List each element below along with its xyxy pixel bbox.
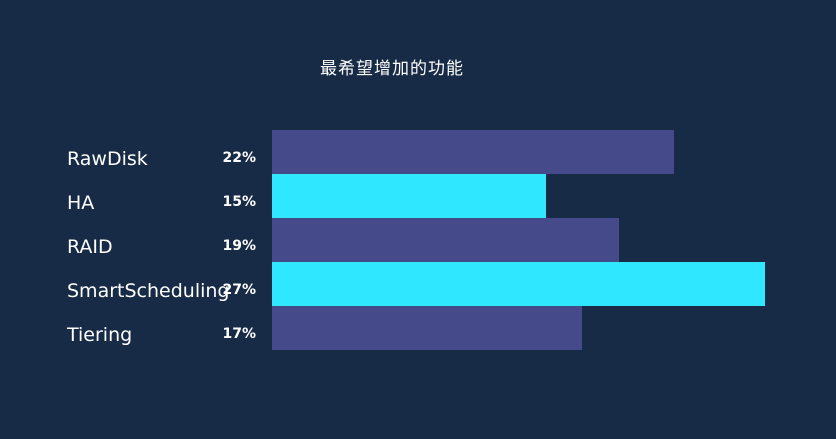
category-label: Tiering [67, 324, 133, 346]
value-label: 17% [222, 326, 256, 342]
value-label: 19% [222, 238, 256, 254]
chart-title: 最希望增加的功能 [320, 59, 464, 79]
bar-row: Tiering 17% [0, 306, 836, 350]
bar [272, 306, 582, 350]
category-label: RawDisk [67, 148, 148, 170]
value-label: 27% [222, 282, 256, 298]
bar [272, 174, 546, 218]
value-label: 22% [222, 150, 256, 166]
bar [272, 218, 619, 262]
category-label: RAID [67, 236, 113, 258]
bar-row: RAID 19% [0, 218, 836, 262]
bar-row: SmartScheduling 27% [0, 262, 836, 306]
bar [272, 262, 765, 306]
bar-row: HA 15% [0, 174, 836, 218]
bar [272, 130, 674, 174]
category-label: SmartScheduling [67, 280, 230, 302]
bar-row: RawDisk 22% [0, 130, 836, 174]
category-label: HA [67, 192, 95, 214]
value-label: 15% [222, 194, 256, 210]
